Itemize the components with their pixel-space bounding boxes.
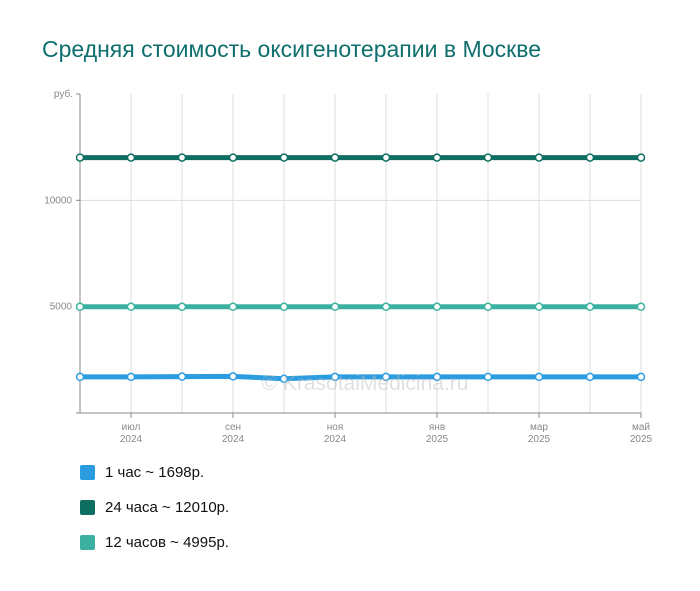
series-1-point bbox=[75, 372, 85, 382]
series-3-point bbox=[585, 302, 595, 312]
legend-label: 1 час ~ 1698р. bbox=[105, 463, 205, 481]
series-2-point bbox=[585, 153, 595, 162]
series-1-point bbox=[330, 372, 340, 382]
y-tick-label: 5000 bbox=[50, 302, 73, 313]
x-tick-month-label: май bbox=[632, 422, 650, 433]
series-3-point bbox=[534, 302, 544, 312]
x-tick-month-label: мар bbox=[530, 422, 548, 433]
series-1-point bbox=[636, 372, 646, 382]
y-tick-label: 10000 bbox=[44, 195, 72, 206]
x-tick-year-label: 2025 bbox=[426, 434, 449, 445]
series-1-point bbox=[126, 372, 136, 382]
x-tick-year-label: 2025 bbox=[528, 434, 551, 445]
series-3-point bbox=[636, 302, 646, 312]
x-tick-year-label: 2024 bbox=[324, 434, 347, 445]
series-2-point bbox=[75, 153, 85, 162]
series-3-point bbox=[432, 302, 442, 312]
series-2-point bbox=[381, 153, 391, 162]
series-1-point bbox=[585, 372, 595, 382]
series-1-point bbox=[279, 374, 289, 384]
legend-item: 1 час ~ 1698р. bbox=[80, 463, 229, 481]
x-tick-year-label: 2024 bbox=[222, 434, 245, 445]
series-3-point bbox=[75, 302, 85, 312]
series-1-point bbox=[483, 372, 493, 382]
series-2-point bbox=[636, 153, 646, 162]
series-2-point bbox=[483, 153, 493, 162]
series-1-point bbox=[228, 372, 238, 381]
series-3-point bbox=[330, 302, 340, 312]
series-2-point bbox=[177, 153, 187, 162]
series-3-point bbox=[279, 302, 289, 312]
series-2-point bbox=[228, 153, 238, 162]
x-tick-year-label: 2024 bbox=[120, 434, 143, 445]
legend-swatch bbox=[80, 534, 95, 550]
legend-swatch bbox=[80, 499, 95, 515]
watermark-text: © KrasotaiMedicina.ru bbox=[262, 372, 469, 395]
x-tick-month-label: сен bbox=[225, 422, 241, 433]
series-3-point bbox=[228, 302, 238, 312]
series-1-point bbox=[381, 372, 391, 382]
chart-title: Средняя стоимость оксигенотерапии в Моск… bbox=[42, 36, 541, 62]
legend-swatch bbox=[80, 464, 95, 480]
series-3-point bbox=[381, 302, 391, 312]
chart-legend: 1 час ~ 1698р. 24 часа ~ 12010р. 12 часов … bbox=[80, 463, 229, 568]
legend-item: 12 часов ~ 4995р. bbox=[80, 533, 229, 551]
legend-label: 24 часа ~ 12010р. bbox=[105, 498, 230, 516]
series-1-point bbox=[534, 372, 544, 382]
series-1-point bbox=[177, 372, 187, 381]
series-2-point bbox=[126, 153, 136, 162]
series-3-point bbox=[126, 302, 136, 312]
legend-label: 12 часов ~ 4995р. bbox=[105, 533, 229, 551]
series-2-point bbox=[279, 153, 289, 162]
series-2-point bbox=[432, 153, 442, 162]
series-2-point bbox=[534, 153, 544, 162]
series-1-point bbox=[432, 372, 442, 382]
series-3-point bbox=[177, 302, 187, 312]
x-tick-month-label: июл bbox=[122, 422, 141, 433]
series-2-point bbox=[330, 153, 340, 162]
x-tick-month-label: янв bbox=[429, 422, 445, 433]
x-tick-month-label: ноя bbox=[327, 422, 344, 433]
y-axis-label: руб. bbox=[54, 88, 73, 100]
x-tick-year-label: 2025 bbox=[630, 434, 653, 445]
legend-item: 24 часа ~ 12010р. bbox=[80, 498, 229, 516]
series-line-1 bbox=[77, 373, 644, 382]
series-3-point bbox=[483, 302, 493, 312]
